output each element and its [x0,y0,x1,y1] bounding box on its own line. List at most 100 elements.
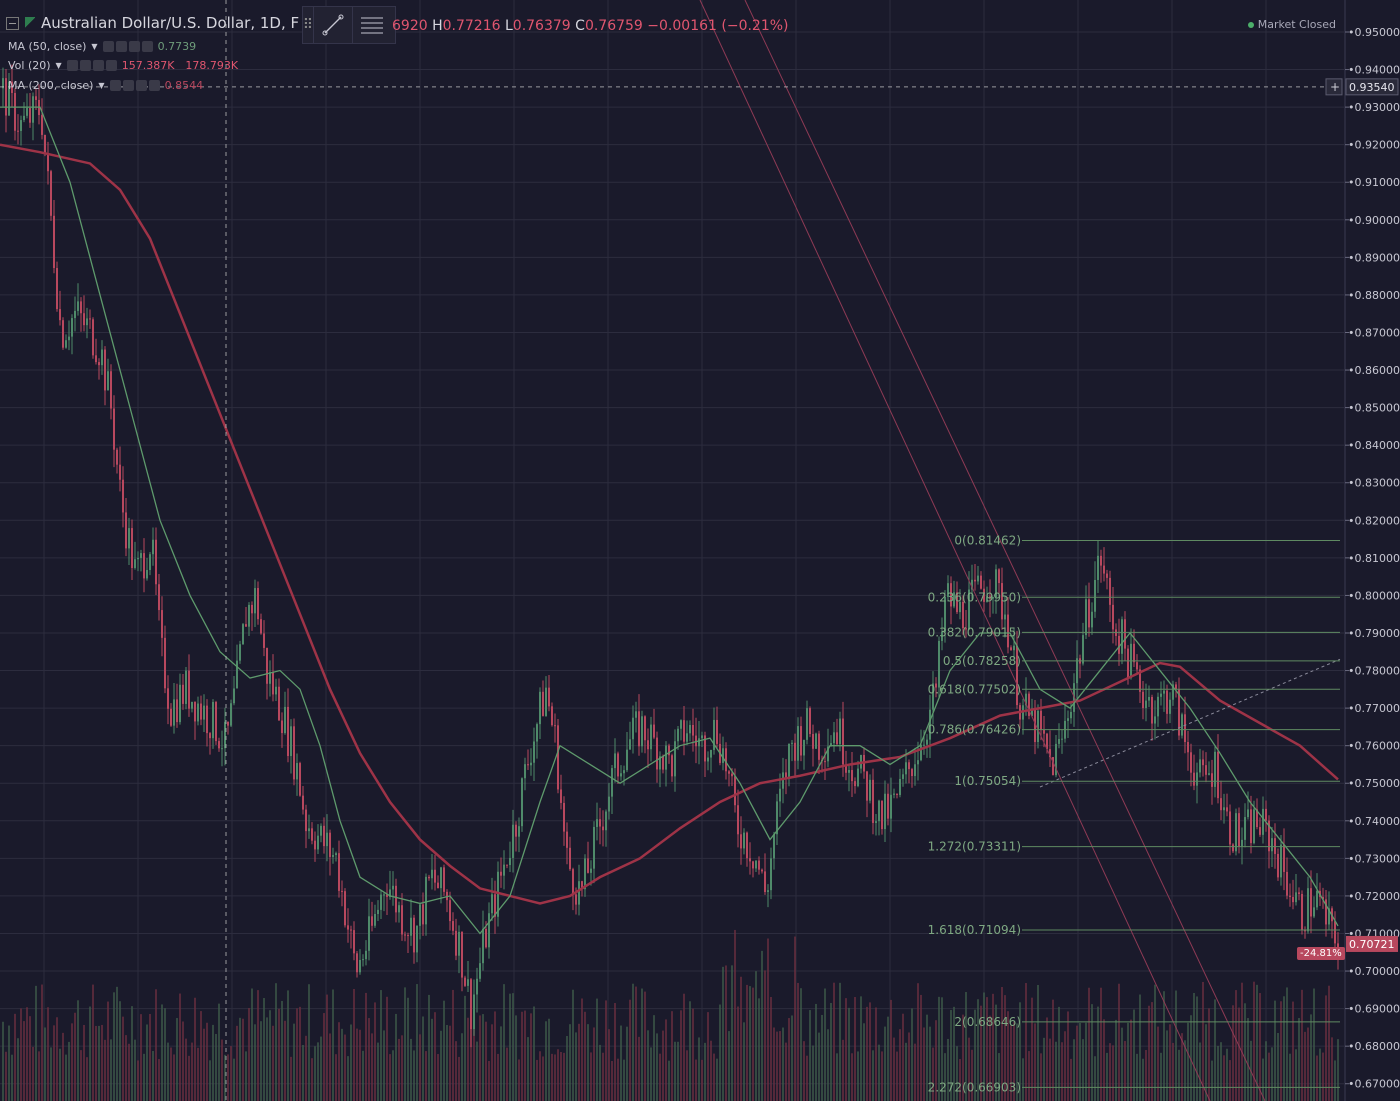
collapse-icon[interactable] [6,16,19,30]
candle-body [782,772,784,789]
candle-body [659,756,661,770]
volume-bar [968,1037,970,1101]
candle-body [1151,696,1153,724]
candle-body [14,92,16,131]
volume-bar [545,1021,547,1101]
candle-body [962,601,964,629]
candle-body [1229,811,1231,845]
candle-body [5,78,7,116]
candle-body [875,821,877,823]
candle-body [1013,645,1015,651]
fib-tool-button[interactable] [352,7,391,43]
dropdown-icon[interactable]: ▼ [98,81,105,90]
volume-bar [701,1059,703,1101]
candle-body [1316,890,1318,908]
volume-bar [587,1024,589,1101]
candle-body [1118,635,1120,654]
volume-bar [401,1035,403,1101]
volume-bar [596,998,598,1101]
candle-body [1241,839,1243,847]
high-label: H [432,18,443,34]
volume-bar [920,994,922,1101]
indicator-value: 0.7739 [157,40,197,53]
candle-body [1238,813,1240,847]
volume-bar [263,998,265,1101]
candle-body [824,761,826,763]
indicator-buttons[interactable] [109,80,160,91]
candle-body [1010,647,1012,651]
volume-bar [20,1008,22,1101]
indicator-volume[interactable]: Vol (20) ▼ 157.387K 178.793K [8,59,238,72]
candle-body [17,130,19,132]
indicator-buttons[interactable] [102,41,153,52]
candle-body [611,768,613,797]
indicator-buttons[interactable] [66,60,117,71]
candle-body [62,320,64,348]
candle-body [1136,662,1138,670]
volume-bar [1226,1048,1228,1101]
volume-bar [578,1023,580,1101]
volume-bar [941,997,943,1101]
candle-body [416,925,418,953]
indicator-label: Vol (20) [8,59,51,72]
axis-tick-label: •0.90000 [1348,214,1400,227]
volume-bar [335,1054,337,1101]
volume-bar [959,1059,961,1101]
volume-bar [575,1032,577,1101]
volume-bar [1313,988,1315,1101]
candle-body [989,596,991,599]
candle-body [968,589,970,630]
volume-bar [971,1049,973,1101]
indicator-ma50[interactable]: MA (50, close) ▼ 0.7739 [8,40,196,53]
candle-body [1100,555,1102,566]
volume-bar [878,1044,880,1101]
candle-body [638,711,640,747]
indicator-ma200[interactable]: MA (200, close) ▼ 0.8544 [8,79,203,92]
candle-body [92,319,94,356]
candle-body [449,900,451,922]
trendline-tool-button[interactable] [313,7,352,43]
indicator-value: 157.387K [121,59,175,72]
candle-body [497,871,499,917]
candle-body [338,853,340,891]
candle-body [1088,599,1090,628]
candle-body [1265,808,1267,821]
dropdown-icon[interactable]: ▼ [91,42,98,51]
axis-tick-label: •0.72000 [1348,890,1400,903]
candle-body [1202,759,1204,766]
drawing-toolbox[interactable]: ⠿ [302,6,396,44]
dropdown-icon[interactable]: ▼ [55,61,62,70]
volume-bar [1184,1040,1186,1101]
fib-level-label: 0.236(0.79950) [928,590,1021,604]
volume-bar [137,1060,139,1101]
fib-level-label: 1.272(0.73311) [928,840,1021,854]
volume-bar [431,1018,433,1101]
candle-body [1328,908,1330,925]
candle-body [1190,752,1192,773]
candle-body [569,847,571,870]
candle-body [536,724,538,742]
volume-bar [284,1020,286,1101]
volume-bar [533,1006,535,1101]
close-label: C [575,18,585,34]
volume-bar [779,1031,781,1101]
candle-body [740,834,742,849]
volume-bar [983,992,985,1101]
volume-bar [461,1033,463,1101]
volume-bar [1028,1051,1030,1101]
volume-bar [581,998,583,1101]
candle-body [1097,555,1099,580]
volume-bar [1214,999,1216,1101]
volume-bar [1238,1007,1240,1101]
volume-bar [491,1024,493,1101]
volume-bar [497,1053,499,1101]
candle-body [335,853,337,856]
fib-level-label: 0.618(0.77502) [928,682,1021,696]
candle-body [119,464,121,480]
candle-body [89,318,91,320]
candle-body [1016,645,1018,706]
volume-bar [191,1042,193,1101]
symbol-header[interactable]: Australian Dollar/U.S. Dollar, 1D, F [6,14,299,32]
drag-handle-icon[interactable]: ⠿ [302,17,314,33]
